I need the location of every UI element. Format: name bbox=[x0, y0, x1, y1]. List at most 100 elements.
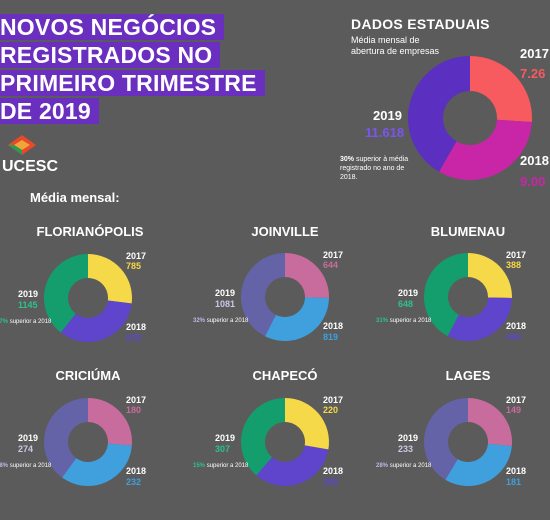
city-6-name: LAGES bbox=[446, 368, 491, 383]
donut-city-6-slice-2018 bbox=[445, 443, 512, 487]
state-label-2017-value: 7.26 bbox=[520, 66, 545, 81]
donut-city-2-slice-2018 bbox=[265, 297, 329, 342]
city-3-growth-note: 31% superior a 2018 bbox=[376, 318, 432, 324]
donut-city-6-slice-2017 bbox=[468, 398, 513, 447]
city-2-2019-value: 1081 bbox=[215, 299, 235, 309]
city-2-2019-year: 2019 bbox=[215, 288, 235, 298]
city-5-2017-value: 220 bbox=[323, 405, 338, 415]
city-5-growth-pct: 15% bbox=[193, 463, 207, 469]
city-2-2017-value: 644 bbox=[323, 260, 338, 270]
city-1-2018-value: 978 bbox=[126, 333, 141, 343]
donut-state-slice-2018 bbox=[439, 119, 532, 181]
state-growth-note: 30% superior à média registrado no ano d… bbox=[340, 155, 420, 182]
city-4-2019-year: 2019 bbox=[18, 433, 38, 443]
city-6-2018-value: 181 bbox=[506, 477, 521, 487]
donut-city-2-slice-2019 bbox=[240, 253, 285, 337]
city-6-2019-year: 2019 bbox=[398, 433, 418, 443]
city-4-2019-value: 274 bbox=[18, 444, 33, 454]
city-2-2017-year: 2017 bbox=[323, 250, 343, 260]
city-3-2019-value: 648 bbox=[398, 299, 413, 309]
donut-state-slice-2017 bbox=[470, 56, 532, 123]
city-3-growth-text: superior a 2018 bbox=[390, 318, 432, 324]
city-4-2017-value: 180 bbox=[126, 405, 141, 415]
city-2-2018-year: 2018 bbox=[323, 321, 343, 331]
donut-city-4-slice-2018 bbox=[62, 443, 132, 487]
state-label-2018-year: 2018 bbox=[520, 153, 549, 168]
city-4-growth-text: superior a 2018 bbox=[10, 463, 52, 469]
city-6-growth-pct: 28% bbox=[376, 463, 390, 469]
city-3-2017-value: 388 bbox=[506, 260, 521, 270]
city-3-2018-year: 2018 bbox=[506, 321, 526, 331]
state-label-2019-year: 2019 bbox=[373, 108, 402, 123]
city-1-growth-text: superior a 2018 bbox=[10, 319, 52, 325]
city-5-growth-text: superior a 2018 bbox=[207, 463, 249, 469]
donut-city-5-slice-2017 bbox=[285, 398, 329, 450]
city-1-growth-pct: 17% bbox=[0, 319, 10, 325]
city-2-growth-pct: 32% bbox=[193, 318, 207, 324]
city-6-2019-value: 233 bbox=[398, 444, 413, 454]
city-4-2017-year: 2017 bbox=[126, 395, 146, 405]
city-4-name: CRICIÚMA bbox=[56, 368, 122, 383]
title-line-1: NOVOS NEGÓCIOS bbox=[0, 14, 225, 40]
donut-city-1-slice-2018 bbox=[60, 300, 132, 342]
city-5-name: CHAPECÓ bbox=[252, 368, 317, 383]
donut-city-4-slice-2019 bbox=[44, 398, 88, 478]
state-data-title: DADOS ESTADUAIS bbox=[351, 16, 490, 32]
city-1-2017-year: 2017 bbox=[126, 251, 146, 261]
city-1-2019-value: 1145 bbox=[18, 300, 38, 310]
city-1-growth-note: 17% superior a 2018 bbox=[0, 319, 52, 325]
donut-city-4-slice-2017 bbox=[88, 398, 132, 446]
donut-city-6-slice-2019 bbox=[423, 398, 468, 480]
city-6-growth-text: superior a 2018 bbox=[390, 463, 432, 469]
city-2-name: JOINVILLE bbox=[251, 224, 319, 239]
title-line-4: DE 2019 bbox=[0, 98, 99, 124]
city-5-2019-year: 2019 bbox=[215, 433, 235, 443]
city-5-2019-value: 307 bbox=[215, 444, 230, 454]
donut-city-3-slice-2017 bbox=[468, 253, 512, 298]
donut-city-1-slice-2019 bbox=[44, 254, 88, 333]
city-5-2018-value: 266 bbox=[323, 477, 338, 487]
donut-state-slice-2019 bbox=[407, 56, 470, 172]
state-growth-pct: 30% bbox=[340, 156, 355, 163]
city-4-growth-note: 18% superior a 2018 bbox=[0, 463, 52, 469]
city-6-2017-value: 149 bbox=[506, 405, 521, 415]
city-6-growth-note: 28% superior a 2018 bbox=[376, 463, 432, 469]
state-label-2019-value: 11.618 bbox=[365, 125, 404, 140]
city-4-2018-value: 232 bbox=[126, 477, 141, 487]
donut-city-3-slice-2018 bbox=[447, 297, 512, 341]
jucesc-logo-icon bbox=[8, 135, 36, 155]
city-5-2017-year: 2017 bbox=[323, 395, 343, 405]
city-2-growth-note: 32% superior a 2018 bbox=[193, 318, 249, 324]
logo-text: UCESC bbox=[2, 158, 59, 175]
donut-city-2-slice-2017 bbox=[285, 253, 329, 298]
city-2-growth-text: superior a 2018 bbox=[207, 318, 249, 324]
title-line-2: REGISTRADOS NO bbox=[0, 42, 221, 68]
monthly-average-label: Média mensal: bbox=[30, 190, 120, 205]
city-3-name: BLUMENAU bbox=[431, 224, 505, 239]
state-growth-text: superior à média registrado no ano de 20… bbox=[340, 156, 409, 181]
city-1-2017-value: 785 bbox=[126, 261, 141, 271]
donut-city-3-slice-2019 bbox=[424, 253, 468, 337]
city-4-growth-pct: 18% bbox=[0, 463, 10, 469]
city-3-2018-value: 494 bbox=[506, 332, 521, 342]
title-line-3: PRIMEIRO TRIMESTRE bbox=[0, 70, 265, 96]
donut-city-5-slice-2018 bbox=[256, 445, 329, 487]
state-data-description: Média mensal de abertura de empresas bbox=[351, 35, 440, 56]
city-6-2018-year: 2018 bbox=[506, 466, 526, 476]
city-1-2019-year: 2019 bbox=[18, 289, 38, 299]
state-label-2017-year: 2017 bbox=[520, 46, 549, 61]
city-4-2018-year: 2018 bbox=[126, 466, 146, 476]
city-5-growth-note: 15% superior a 2018 bbox=[193, 463, 249, 469]
donut-city-1-slice-2017 bbox=[88, 254, 132, 304]
city-1-2018-year: 2018 bbox=[126, 322, 146, 332]
city-6-2017-year: 2017 bbox=[506, 395, 526, 405]
state-label-2018-value: 9.00 bbox=[520, 174, 545, 189]
city-2-2018-value: 819 bbox=[323, 332, 338, 342]
city-1-name: FLORIANÓPOLIS bbox=[37, 224, 144, 239]
city-5-2018-year: 2018 bbox=[323, 466, 343, 476]
donut-city-5-slice-2019 bbox=[241, 398, 285, 476]
city-3-growth-pct: 31% bbox=[376, 318, 390, 324]
city-3-2019-year: 2019 bbox=[398, 288, 418, 298]
